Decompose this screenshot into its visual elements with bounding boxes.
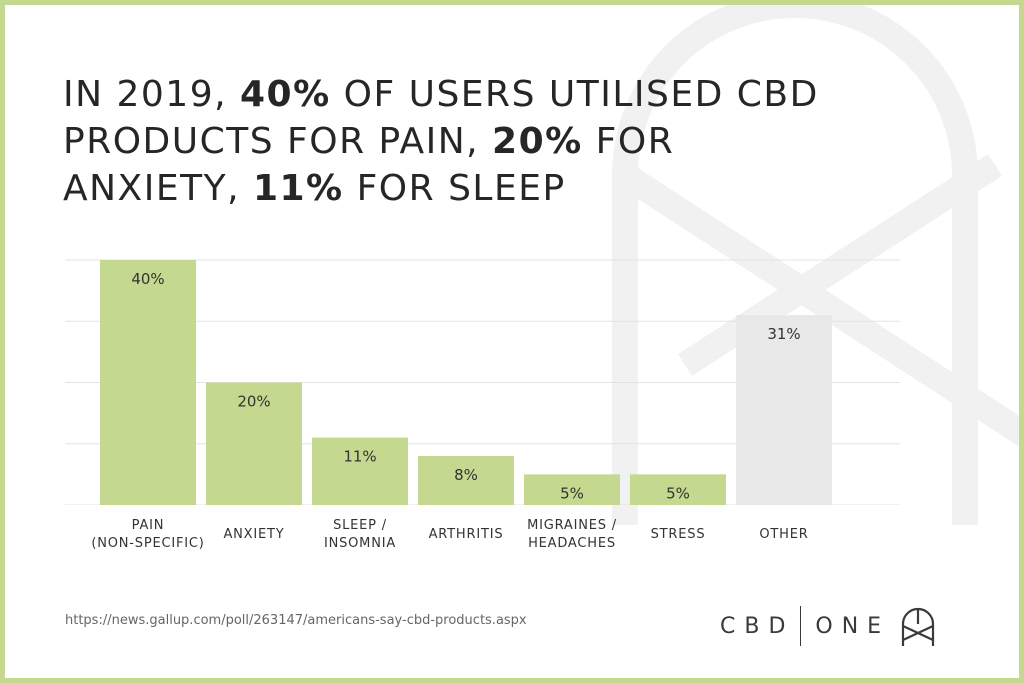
- category-label: MIGRAINES / HEADACHES: [507, 517, 637, 553]
- category-label-line: MIGRAINES /: [527, 518, 617, 533]
- bar-value-label: 40%: [131, 270, 164, 288]
- bar-value-label: 31%: [767, 325, 800, 343]
- category-label: STRESS: [613, 526, 743, 544]
- category-label-line: ARTHRITIS: [428, 527, 504, 542]
- bar-value-label: 5%: [666, 484, 690, 502]
- category-label-line: INSOMNIA: [323, 536, 397, 551]
- bar: [206, 382, 302, 505]
- title-highlight: 11%: [252, 168, 344, 209]
- category-label-line: HEADACHES: [528, 536, 616, 551]
- bar: [312, 437, 408, 505]
- brand-logo: CBD ONE: [720, 601, 938, 651]
- bar: [418, 456, 514, 505]
- title-text: IN 2019,: [63, 74, 240, 115]
- category-label: ARTHRITIS: [401, 526, 531, 544]
- title-highlight: 40%: [240, 74, 331, 115]
- chart-title: IN 2019, 40% OF USERS UTILISED CBD PRODU…: [63, 71, 823, 212]
- category-label-line: OTHER: [759, 527, 809, 542]
- category-label: ANXIETY: [189, 526, 319, 544]
- logo-divider: [800, 606, 802, 646]
- source-url: https://news.gallup.com/poll/263147/amer…: [65, 613, 527, 628]
- category-label-line: ANXIETY: [223, 527, 285, 542]
- title-text: FOR SLEEP: [343, 168, 566, 209]
- logo-text-left: CBD: [720, 613, 795, 639]
- bar: [736, 315, 832, 505]
- bar-chart: 40% 20% 11% 8% 5% 5% 31%: [65, 259, 900, 505]
- category-label-line: SLEEP /: [333, 518, 387, 533]
- title-text: FOR ANXIETY,: [63, 121, 675, 209]
- category-label-line: STRESS: [650, 527, 706, 542]
- bar-value-label: 8%: [454, 466, 478, 484]
- cbd-one-logo-icon: [901, 607, 935, 646]
- title-text: OF USERS UTILISED CBD PRODUCTS FOR PAIN,: [63, 74, 819, 162]
- logo-text-right: ONE: [815, 613, 891, 639]
- bar-value-label: 20%: [237, 393, 270, 411]
- bar-value-label: 5%: [560, 484, 584, 502]
- category-label: PAIN (NON-SPECIFIC): [83, 517, 213, 553]
- bar-value-label: 11%: [343, 448, 376, 466]
- bar: [100, 260, 196, 505]
- category-label: OTHER: [719, 526, 849, 544]
- category-label-line: (NON-SPECIFIC): [91, 536, 205, 551]
- bar: [524, 474, 620, 505]
- bar: [630, 474, 726, 505]
- category-label-line: PAIN: [131, 518, 165, 533]
- category-label: SLEEP / INSOMNIA: [295, 517, 425, 553]
- title-highlight: 20%: [492, 121, 583, 162]
